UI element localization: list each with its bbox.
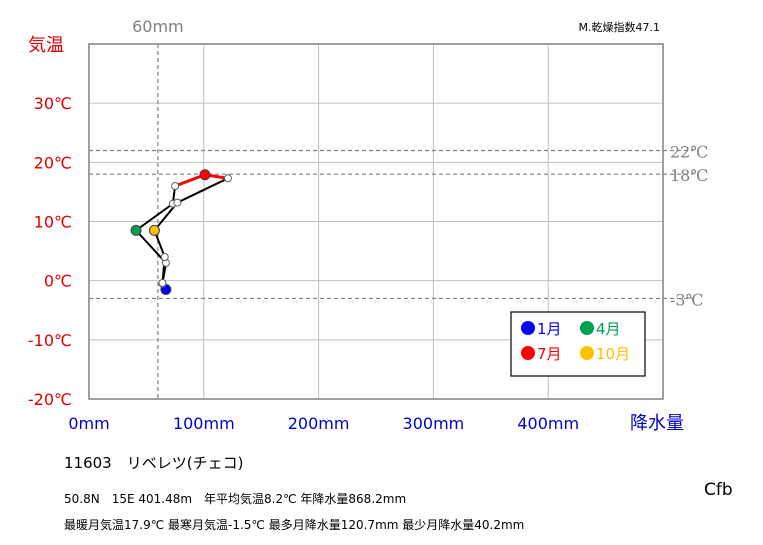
dryness-index: M.乾燥指数47.1: [579, 20, 660, 34]
x-tick-label: 100mm: [173, 414, 235, 433]
ref-line-precip-label: 60mm: [132, 17, 184, 36]
legend-marker: [521, 346, 535, 360]
ref-line-label: 18℃: [670, 166, 708, 185]
y-tick-label: 30℃: [34, 94, 72, 113]
legend-marker: [521, 321, 535, 335]
point-month-7: [199, 169, 211, 181]
y-tick-label: 20℃: [34, 153, 72, 172]
plot-frame: [88, 43, 664, 400]
y-axis-title: 気温: [28, 35, 64, 56]
series-segment: [135, 202, 174, 232]
x-axis-title: 降水量: [630, 413, 684, 434]
ref-line-label: 22℃: [670, 143, 708, 162]
ref-line-label: -3℃: [670, 290, 703, 309]
x-tick-label: 300mm: [403, 414, 465, 433]
point-month-9: [173, 198, 182, 207]
point-month-6: [171, 182, 180, 190]
legend-marker: [580, 346, 594, 360]
point-month-12: [158, 279, 167, 288]
point-month-8: [223, 174, 232, 183]
x-tick-label: 0mm: [68, 414, 109, 433]
station-title: 11603 リベレツ(チェコ): [64, 454, 244, 472]
point-month-11: [160, 253, 169, 261]
station-summary-line1: 50.8N 15E 401.48m 年平均気温8.2℃ 年降水量868.2mm: [64, 492, 407, 506]
station-summary-line2: 最暖月気温17.9℃ 最寒月気温-1.5℃ 最多月降水量120.7mm 最少月降…: [64, 518, 525, 532]
y-tick-label: -10℃: [28, 331, 72, 350]
y-tick-label: 10℃: [34, 213, 72, 232]
legend-label: 7月: [537, 345, 562, 363]
x-tick-label: 400mm: [517, 414, 579, 433]
legend-label: 4月: [596, 320, 621, 338]
x-tick-label: 200mm: [288, 414, 350, 433]
climate-code: Cfb: [704, 480, 733, 500]
y-tick-label: 0℃: [44, 272, 72, 291]
legend-label: 1月: [537, 320, 562, 338]
legend-label: 10月: [596, 345, 630, 363]
series-segment: [176, 177, 229, 204]
point-month-4: [130, 224, 142, 236]
point-month-10: [148, 224, 160, 236]
legend-marker: [580, 321, 594, 335]
y-tick-label: -20℃: [28, 390, 72, 409]
legend-box: [510, 311, 646, 377]
